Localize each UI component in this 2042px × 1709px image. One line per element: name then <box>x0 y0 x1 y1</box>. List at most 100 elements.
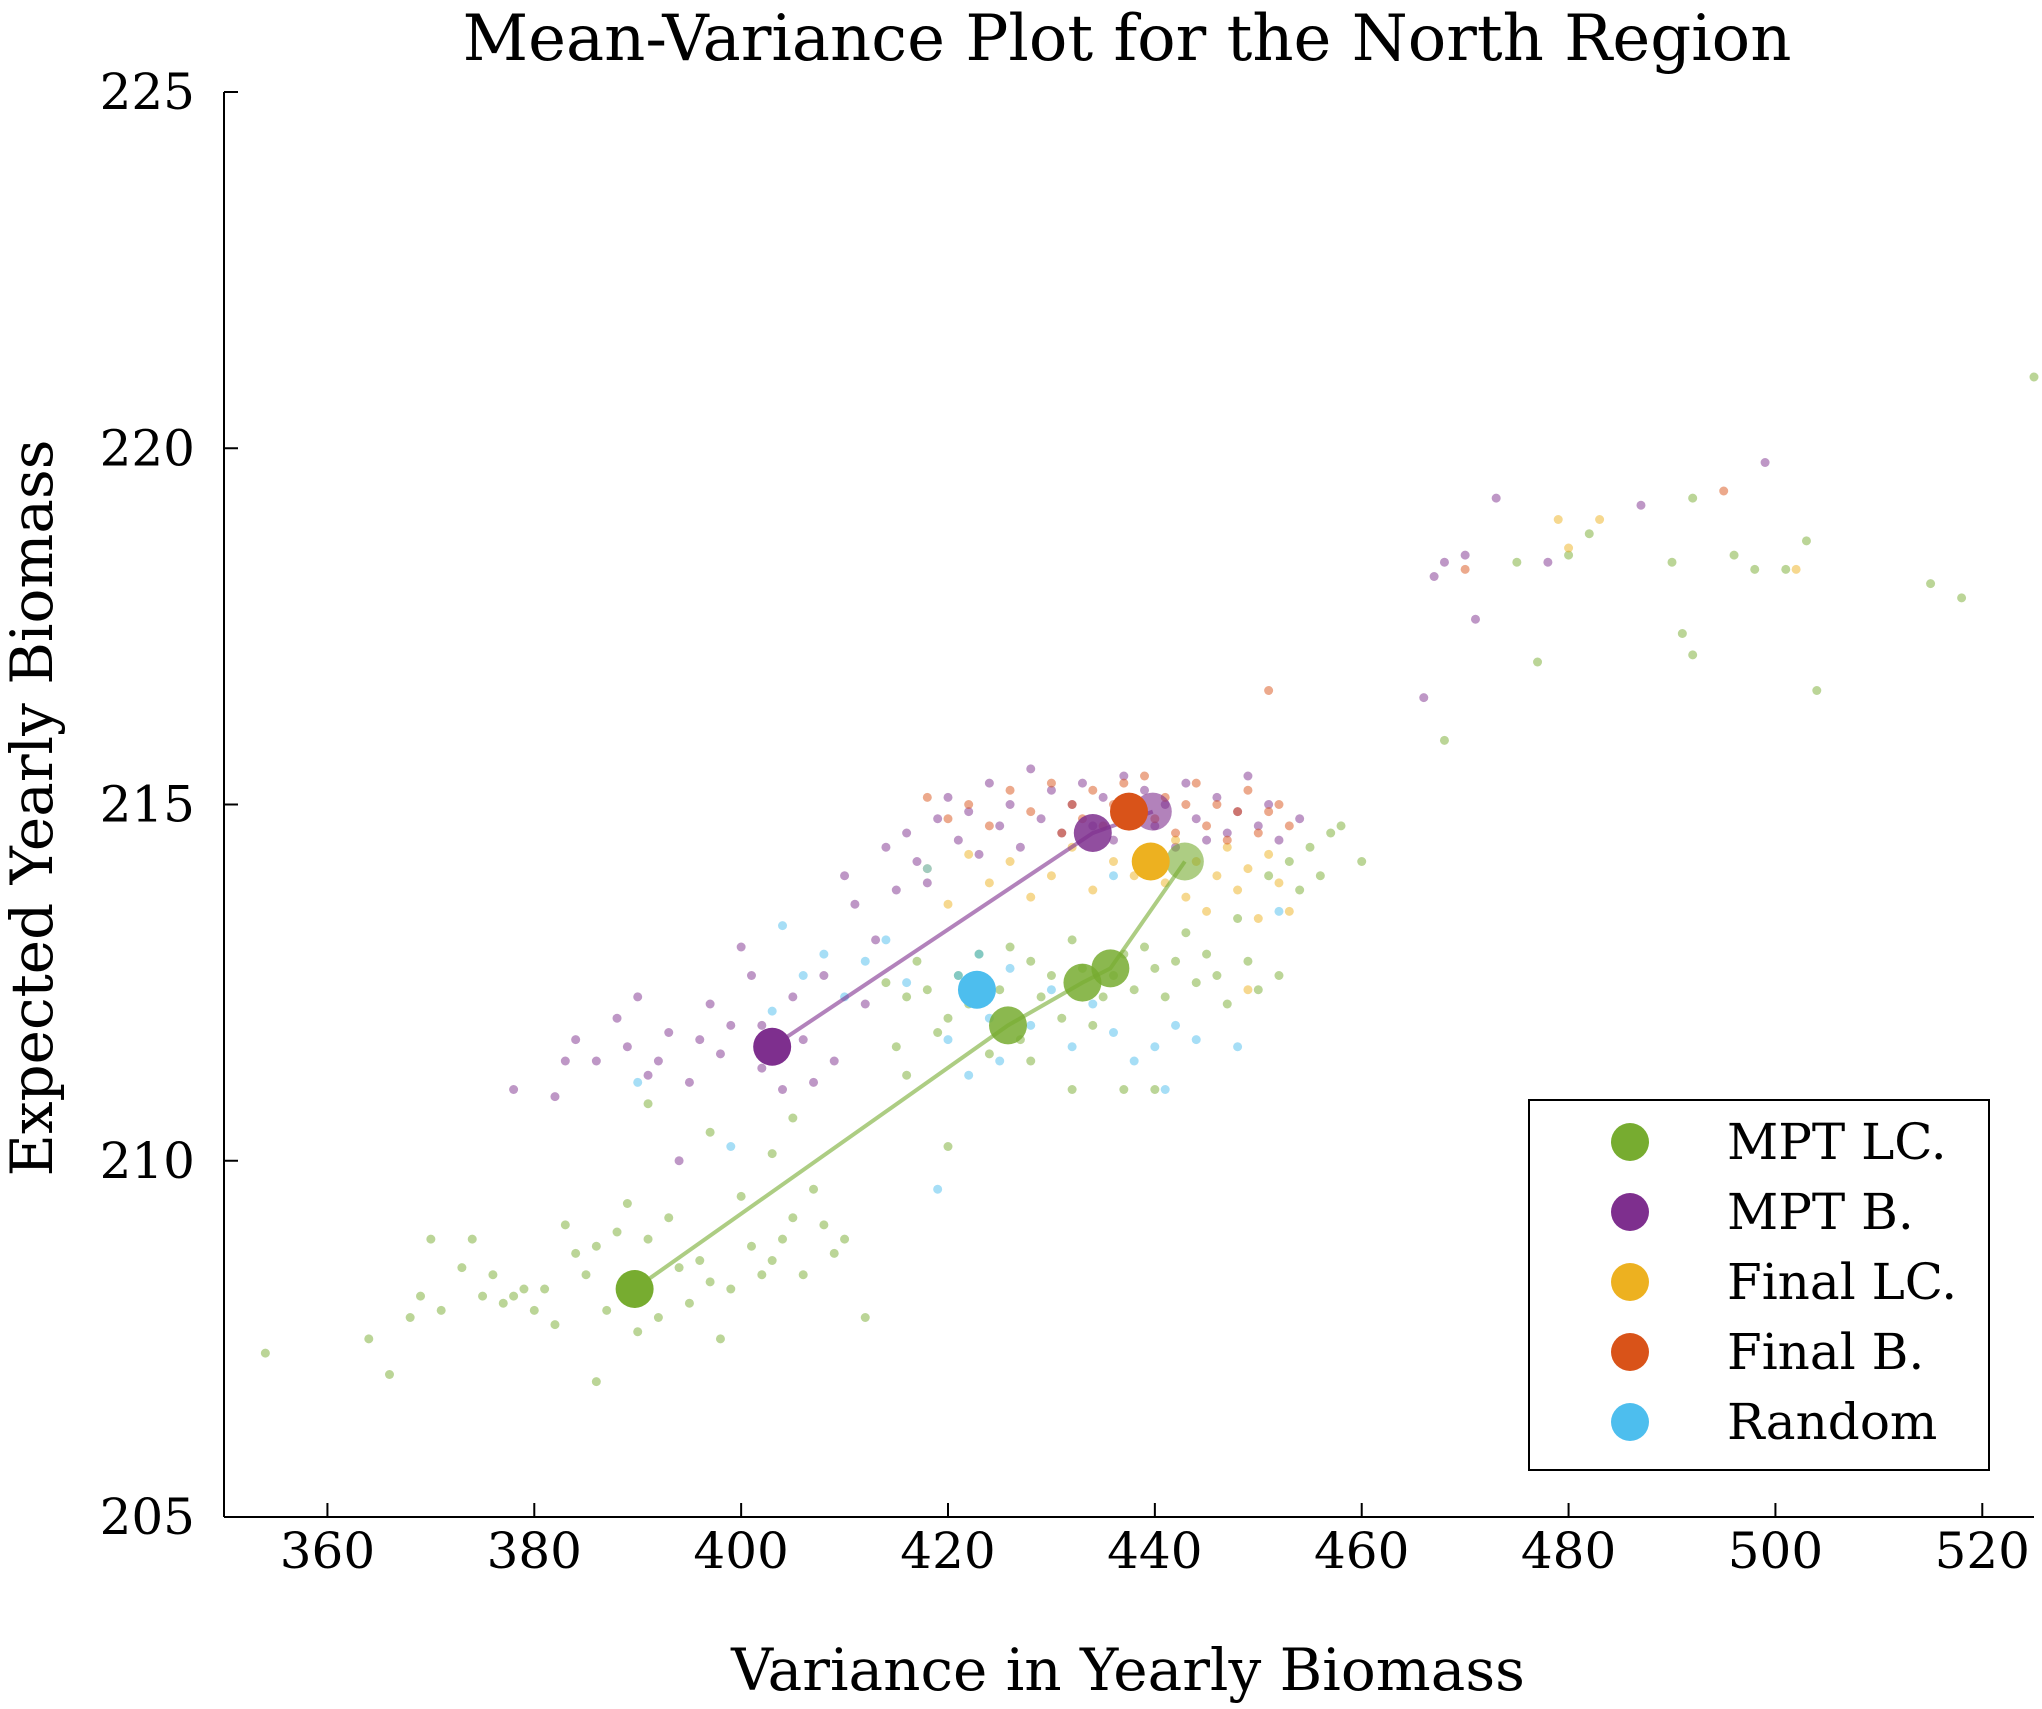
cloud-point-random <box>964 1070 974 1080</box>
cloud-point-final-lc <box>1253 914 1263 923</box>
cloud-point-random <box>1233 1042 1243 1052</box>
y-ticks: 205 210 215 220 225 <box>100 63 238 1546</box>
cloud-point-mpt-b <box>933 814 943 824</box>
cloud-point-mpt-b <box>860 999 870 1009</box>
cloud-point-mpt-lc <box>746 1241 756 1251</box>
cloud-point-random <box>860 956 870 966</box>
cloud-point-mpt-lc <box>1336 821 1346 831</box>
legend-label-final-b: Final B. <box>1727 1323 1924 1381</box>
cloud-point-mpt-lc <box>891 1042 901 1052</box>
cloud-point-mpt-b <box>757 1020 767 1030</box>
cloud-point-mpt-lc <box>1036 992 1046 1002</box>
cloud-point-mpt-b <box>1036 814 1046 824</box>
cloud-point-final-lc <box>964 849 974 859</box>
frontier-point-final-b <box>1110 792 1148 831</box>
cloud-point-final-lc <box>1026 892 1036 902</box>
cloud-point-mpt-b <box>591 1056 601 1066</box>
cloud-point-final-lc <box>1553 515 1563 524</box>
frontier-point-mpt-lc <box>988 1006 1027 1045</box>
cloud-point-mpt-lc <box>674 1263 684 1273</box>
cloud-point-mpt-b <box>902 828 912 838</box>
cloud-point-mpt-lc <box>1253 985 1263 995</box>
cloud-point-mpt-lc <box>1057 1013 1067 1023</box>
cloud-point-mpt-lc <box>1067 935 1077 945</box>
cloud-point-mpt-lc <box>684 1298 694 1308</box>
x-tick-label: 360 <box>280 1522 375 1580</box>
cloud-point-final-b <box>1057 828 1067 838</box>
frontier-point-mpt-lc <box>1063 963 1102 1002</box>
cloud-point-mpt-lc <box>1326 828 1336 838</box>
cloud-point-final-lc <box>1046 871 1056 881</box>
cloud-point-mpt-b <box>1460 550 1470 560</box>
cloud-point-mpt-b <box>840 871 850 881</box>
cloud-point-final-b <box>1026 807 1036 817</box>
y-tick-label: 205 <box>100 1488 195 1546</box>
cloud-point-mpt-lc <box>1160 992 1170 1002</box>
cloud-point-mpt-lc <box>995 985 1005 995</box>
cloud-point-final-b <box>943 814 953 824</box>
cloud-point-mpt-b <box>1108 835 1118 845</box>
cloud-point-mpt-lc <box>467 1234 477 1244</box>
cloud-point-mpt-b <box>715 1049 725 1059</box>
cloud-point-random <box>1108 1028 1118 1037</box>
cloud-point-mpt-lc <box>664 1213 674 1223</box>
cloud-point-mpt-b <box>633 992 643 1002</box>
cloud-point-random <box>1067 1042 1077 1052</box>
cloud-point-mpt-lc <box>1729 550 1739 560</box>
cloud-point-random <box>1191 1035 1201 1045</box>
cloud-point-final-b <box>1140 771 1150 781</box>
cloud-point-final-lc <box>1171 835 1181 845</box>
cloud-point-final-lc <box>1088 885 1098 895</box>
cloud-point-mpt-b <box>1274 835 1284 845</box>
cloud-point-final-lc <box>943 899 953 909</box>
cloud-point-mpt-lc <box>1957 593 1967 603</box>
cloud-point-mpt-lc <box>1243 956 1253 966</box>
cloud-point-mpt-lc <box>798 1270 808 1280</box>
cloud-point-mpt-lc <box>922 985 932 995</box>
cloud-point-mpt-lc <box>1212 971 1222 980</box>
cloud-point-mpt-lc <box>984 1049 994 1059</box>
cloud-point-mpt-b <box>1491 493 1501 503</box>
cloud-point-random <box>953 971 963 980</box>
cloud-point-mpt-lc <box>860 1313 870 1322</box>
cloud-point-mpt-lc <box>778 1234 788 1244</box>
cloud-point-mpt-lc <box>726 1284 736 1294</box>
cloud-point-mpt-lc <box>1088 1020 1098 1030</box>
cloud-point-mpt-lc <box>488 1270 498 1280</box>
cloud-point-mpt-lc <box>653 1313 663 1322</box>
cloud-point-mpt-b <box>560 1056 570 1066</box>
cloud-point-final-lc <box>1264 849 1274 859</box>
cloud-point-mpt-b <box>1212 792 1222 802</box>
cloud-point-mpt-lc <box>591 1377 601 1387</box>
cloud-point-mpt-lc <box>1564 550 1574 560</box>
frontier-point-mpt-lc <box>615 1270 654 1308</box>
cloud-point-mpt-lc <box>540 1284 550 1294</box>
cloud-point-random <box>1108 871 1118 881</box>
cloud-point-mpt-lc <box>1222 999 1232 1009</box>
frontier-lines <box>633 809 1187 1291</box>
cloud-point-random <box>1088 999 1098 1009</box>
cloud-point-mpt-b <box>1015 842 1025 852</box>
cloud-point-final-lc <box>1564 543 1574 553</box>
frontier-point-random <box>957 970 996 1009</box>
cloud-point-mpt-lc <box>1305 842 1315 852</box>
cloud-point-mpt-lc <box>1439 735 1449 745</box>
x-axis-label: Variance in Yearly Biomass <box>730 1636 1525 1704</box>
cloud-point-mpt-lc <box>384 1370 394 1379</box>
cloud-point-mpt-b <box>643 1070 653 1080</box>
cloud-point-mpt-b <box>819 971 829 980</box>
cloud-point-mpt-lc <box>767 1256 777 1265</box>
cloud-point-mpt-lc <box>1046 971 1056 980</box>
cloud-point-final-b <box>1181 800 1191 809</box>
cloud-point-mpt-b <box>922 878 932 888</box>
cloud-point-mpt-b <box>1098 792 1108 802</box>
cloud-point-random <box>1150 1042 1160 1052</box>
cloud-point-mpt-b <box>1181 778 1191 788</box>
cloud-point-mpt-lc <box>457 1263 467 1273</box>
cloud-point-mpt-lc <box>902 1070 912 1080</box>
cloud-point-random <box>767 1006 777 1016</box>
cloud-point-mpt-b <box>881 842 891 852</box>
cloud-point-mpt-b <box>809 1077 819 1087</box>
cloud-point-mpt-lc <box>695 1256 705 1265</box>
cloud-point-mpt-lc <box>1295 885 1305 895</box>
